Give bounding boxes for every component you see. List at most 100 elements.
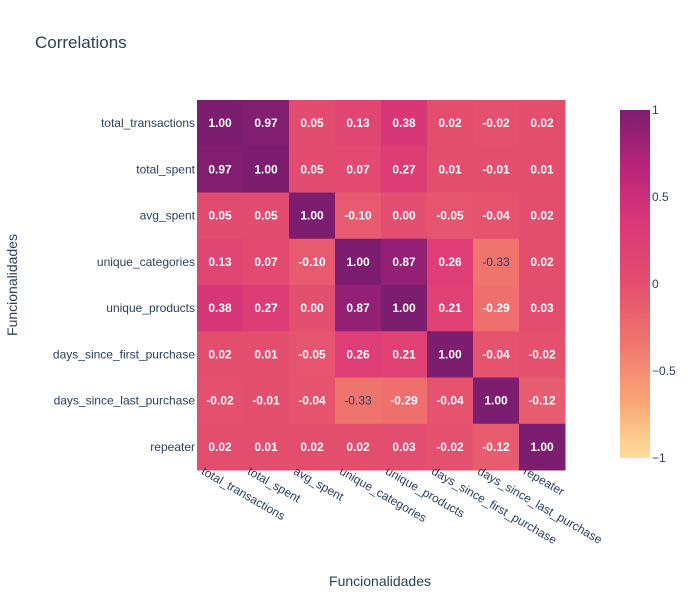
cell-value-label: -0.02 — [206, 394, 234, 408]
cell-value-label: 0.26 — [346, 347, 370, 361]
heatmap-cell — [519, 146, 566, 193]
heatmap-cell — [197, 377, 244, 425]
heatmap-cell — [197, 192, 244, 240]
heatmap-cell — [335, 238, 382, 286]
cell-value-label: 0.05 — [300, 162, 324, 176]
heatmap-cell — [335, 377, 382, 425]
heatmap-cell — [381, 192, 428, 240]
heatmap-cell — [473, 423, 520, 471]
heatmap-cell — [427, 100, 474, 147]
cell-value-label: -0.01 — [482, 162, 510, 176]
cell-value-label: 0.02 — [208, 347, 232, 361]
heatmap-cell — [289, 285, 336, 332]
cell-value-label: 0.02 — [530, 255, 554, 269]
heatmap-cells: 1.00 0.97 0.05 0.13 0.38 0.02 -0.02 0.02 0.97 1.0… — [197, 100, 566, 471]
heatmap-cell — [519, 331, 566, 378]
cell-value-label: 1.00 — [530, 440, 554, 454]
cell-value-label: -0.12 — [482, 440, 510, 454]
cell-value-label: 0.01 — [438, 162, 462, 176]
cell-value-label: 0.00 — [392, 209, 416, 223]
heatmap-cell — [289, 377, 336, 425]
cell-value-label: -0.29 — [482, 301, 510, 315]
cell-value-label: 1.00 — [346, 255, 370, 269]
heatmap-cell — [289, 192, 336, 240]
colorbar-tick-label: 0 — [652, 277, 659, 291]
heatmap-cell — [427, 238, 474, 286]
heatmap-cell — [427, 146, 474, 193]
cell-value-label: 1.00 — [484, 394, 508, 408]
cell-value-label: -0.29 — [390, 394, 418, 408]
cell-value-label: 0.97 — [208, 162, 232, 176]
cell-value-label: 0.03 — [530, 301, 554, 315]
chart-title: Correlations — [35, 33, 127, 52]
cell-value-label: 0.01 — [530, 162, 554, 176]
heatmap-cell — [197, 423, 244, 471]
heatmap-cell — [381, 285, 428, 332]
cell-value-label: 0.13 — [346, 116, 370, 130]
heatmap-cell — [381, 146, 428, 193]
colorbar-tick-label: −0.5 — [652, 364, 676, 378]
cell-value-label: 0.97 — [254, 116, 278, 130]
cell-value-label: 1.00 — [300, 209, 324, 223]
heatmap-cell — [381, 331, 428, 378]
heatmap-cell — [427, 377, 474, 425]
heatmap-cell — [427, 192, 474, 240]
cell-value-label: 0.21 — [392, 347, 416, 361]
cell-value-label: -0.02 — [482, 116, 510, 130]
heatmap-cell — [335, 146, 382, 193]
heatmap-cell — [381, 100, 428, 147]
cell-value-label: -0.02 — [436, 440, 464, 454]
heatmap-cell — [289, 331, 336, 378]
cell-value-label: -0.33 — [482, 255, 510, 269]
cell-value-label: 1.00 — [392, 301, 416, 315]
heatmap-cell — [197, 331, 244, 378]
cell-value-label: -0.02 — [528, 347, 556, 361]
heatmap-cell — [427, 331, 474, 378]
cell-value-label: 0.01 — [254, 440, 278, 454]
cell-value-label: -0.10 — [298, 255, 326, 269]
y-tick-label: repeater — [150, 440, 195, 454]
cell-value-label: 0.03 — [392, 440, 416, 454]
heatmap-cell — [289, 423, 336, 471]
cell-value-label: -0.04 — [436, 394, 464, 408]
cell-value-label: -0.01 — [252, 394, 280, 408]
heatmap-cell — [197, 146, 244, 193]
y-tick-label: unique_categories — [97, 255, 195, 269]
heatmap-cell — [243, 146, 290, 193]
heatmap-cell — [519, 192, 566, 240]
cell-value-label: 0.01 — [254, 347, 278, 361]
cell-value-label: 0.87 — [392, 255, 416, 269]
heatmap-cell — [197, 238, 244, 286]
cell-value-label: 0.00 — [300, 301, 324, 315]
colorbar-tick-label: 0.5 — [652, 190, 669, 204]
heatmap-cell — [381, 238, 428, 286]
y-tick-label: avg_spent — [140, 209, 196, 223]
cell-value-label: 0.05 — [208, 209, 232, 223]
cell-value-label: 1.00 — [208, 116, 232, 130]
cell-value-label: 0.02 — [208, 440, 232, 454]
x-axis-title: Funcionalidades — [329, 573, 431, 589]
heatmap-cell — [335, 331, 382, 378]
colorbar-gradient — [620, 110, 650, 458]
heatmap-cell — [473, 192, 520, 240]
cell-value-label: 0.05 — [254, 209, 278, 223]
cell-value-label: 0.07 — [346, 162, 370, 176]
cell-value-label: 0.07 — [254, 255, 278, 269]
x-tick-labels: total_transactionstotal_spentavg_spentun… — [199, 464, 605, 547]
heatmap-cell — [335, 423, 382, 471]
cell-value-label: -0.05 — [298, 347, 326, 361]
heatmap-cell — [473, 238, 520, 286]
heatmap-cell — [427, 423, 474, 471]
heatmap-cell — [335, 192, 382, 240]
heatmap-cell — [473, 146, 520, 193]
colorbar: 1 0.5 0 −0.5 −1 — [620, 103, 676, 465]
heatmap-cell — [197, 285, 244, 332]
y-tick-label: days_since_first_purchase — [53, 347, 195, 361]
cell-value-label: 0.87 — [346, 301, 370, 315]
y-tick-label: unique_products — [106, 301, 195, 315]
heatmap-cell — [473, 377, 520, 425]
heatmap-cell — [335, 285, 382, 332]
heatmap-cell — [289, 146, 336, 193]
cell-value-label: 0.27 — [392, 162, 416, 176]
heatmap-cell — [243, 423, 290, 471]
